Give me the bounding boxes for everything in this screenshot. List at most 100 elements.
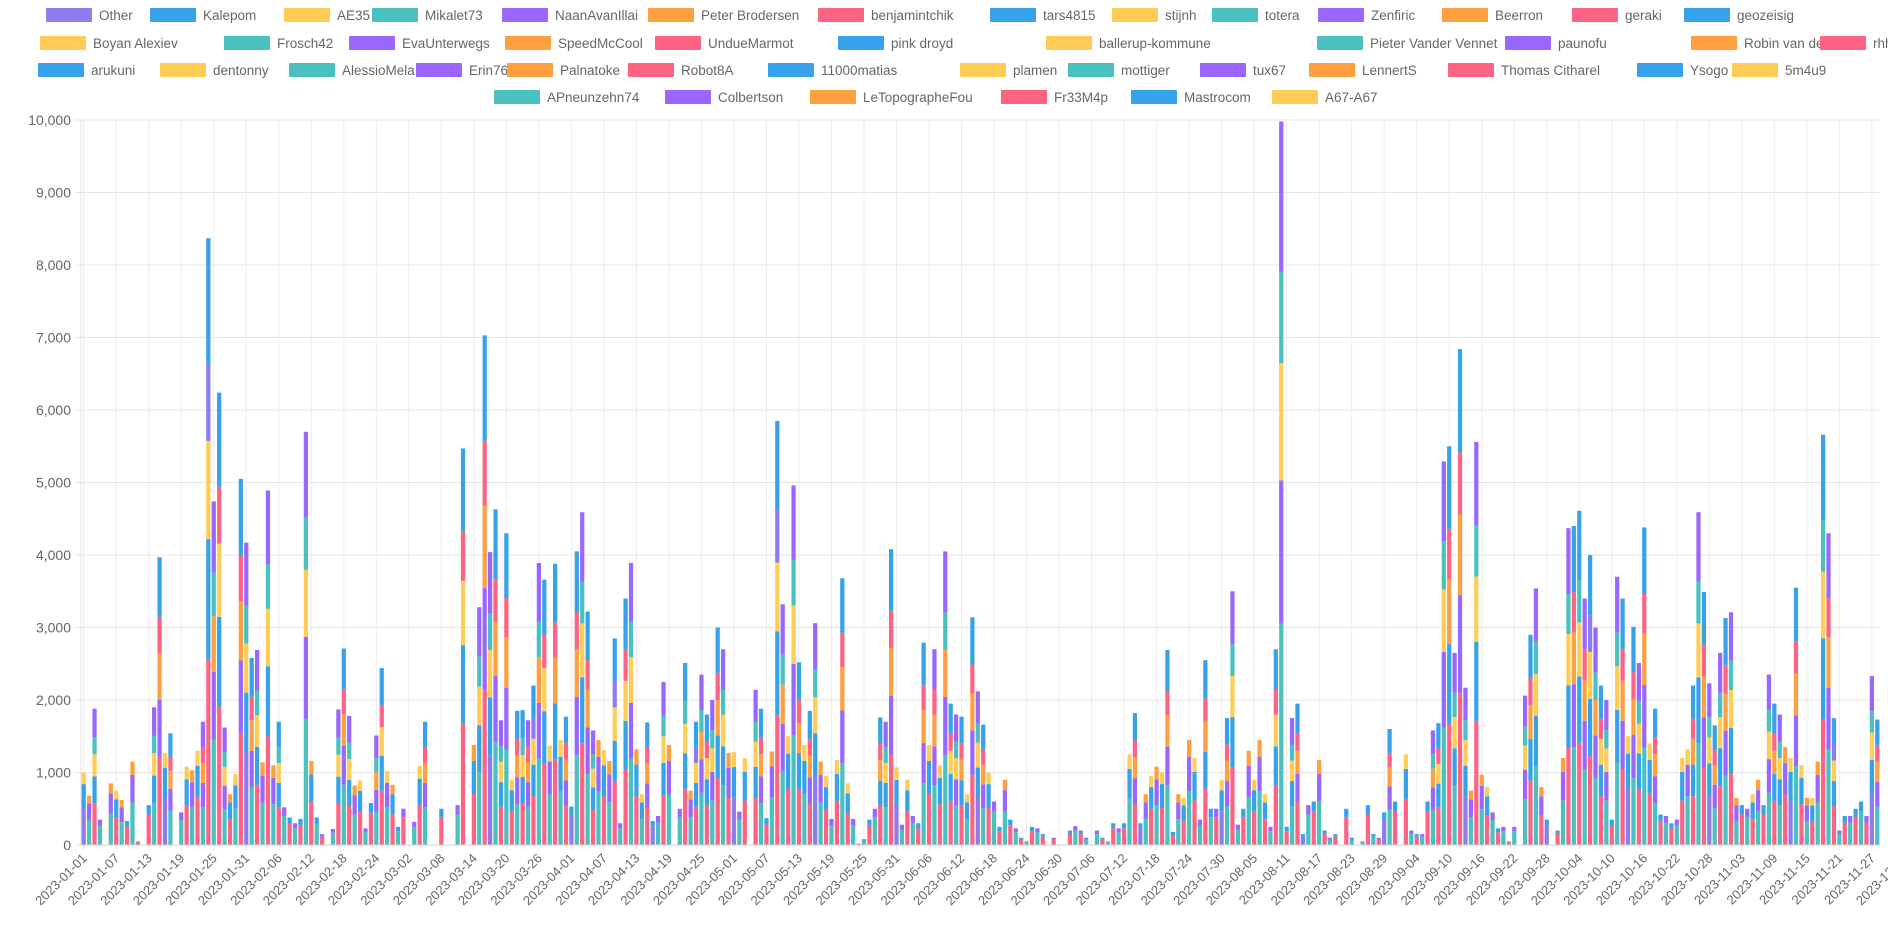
bar-segment bbox=[796, 752, 802, 790]
legend-item[interactable]: geozeisig bbox=[1684, 6, 1794, 24]
legend-item[interactable]: Palnatoke bbox=[507, 61, 620, 79]
bar-segment bbox=[1631, 778, 1636, 845]
bar-segment bbox=[1755, 790, 1761, 812]
bar-segment bbox=[157, 617, 162, 654]
legend-item[interactable]: Thomas Citharel bbox=[1448, 61, 1600, 79]
bar-segment bbox=[1317, 801, 1322, 845]
bar-segment bbox=[883, 721, 888, 748]
bar-segment bbox=[1793, 766, 1799, 845]
legend-item[interactable]: Mikalet73 bbox=[372, 6, 483, 24]
bar-segment bbox=[699, 731, 704, 760]
legend-item[interactable]: UndueMarmot bbox=[655, 34, 794, 52]
legend-item[interactable]: Fr33M4p bbox=[1001, 88, 1108, 106]
bar-segment bbox=[1582, 720, 1587, 770]
legend-item[interactable]: Ysogo bbox=[1637, 61, 1728, 79]
bar-segment bbox=[531, 764, 536, 797]
legend-item[interactable]: Pieter Vander Vennet bbox=[1317, 34, 1497, 52]
legend-item[interactable]: Kalepom bbox=[150, 6, 256, 24]
legend-label: tars4815 bbox=[1043, 7, 1096, 23]
bar-segment bbox=[1745, 817, 1750, 845]
bar-segment bbox=[1436, 748, 1441, 764]
legend-item[interactable]: tars4815 bbox=[990, 6, 1096, 24]
bar-segment bbox=[1224, 781, 1230, 807]
legend-label: Pieter Vander Vennet bbox=[1370, 35, 1498, 51]
bar-segment bbox=[330, 829, 336, 833]
legend-item[interactable]: Mastrocom bbox=[1131, 88, 1251, 106]
legend-label: dentonny bbox=[213, 62, 269, 78]
bar-segment bbox=[1755, 811, 1761, 845]
bar-segment bbox=[954, 714, 959, 742]
legend-item[interactable]: rhhs bbox=[1820, 34, 1888, 52]
bar-segment bbox=[108, 793, 113, 814]
legend-item[interactable]: Peter Brodersen bbox=[648, 6, 799, 24]
bar-segment bbox=[1040, 834, 1045, 837]
legend-item[interactable]: ballerup-kommune bbox=[1046, 34, 1211, 52]
legend-swatch bbox=[160, 63, 206, 77]
legend-item[interactable]: 11000matias bbox=[768, 61, 897, 79]
legend-item[interactable]: APneunzehn74 bbox=[494, 88, 639, 106]
legend-label: SpeedMcCool bbox=[558, 35, 643, 51]
legend-item[interactable]: paunofu bbox=[1505, 34, 1607, 52]
bar-segment bbox=[152, 735, 157, 754]
bar-segment bbox=[1457, 514, 1463, 596]
legend-item[interactable]: Boyan Alexiev bbox=[40, 34, 178, 52]
bar-segment bbox=[276, 782, 281, 808]
bar-segment bbox=[905, 790, 910, 812]
legend-item[interactable]: LeTopographeFou bbox=[810, 88, 973, 106]
bar-segment bbox=[818, 761, 823, 775]
bar-segment bbox=[1636, 700, 1641, 724]
bar-segment bbox=[238, 601, 243, 661]
bar-segment bbox=[693, 782, 699, 808]
legend-label: LeTopographeFou bbox=[863, 89, 973, 105]
bar-segment bbox=[244, 643, 249, 693]
legend-item[interactable]: dentonny bbox=[160, 61, 269, 79]
bar-segment bbox=[92, 776, 97, 804]
bar-segment bbox=[542, 763, 547, 845]
legend-item[interactable]: Robot8A bbox=[628, 61, 734, 79]
bar-segment bbox=[1403, 768, 1408, 799]
bar-segment bbox=[1593, 627, 1598, 673]
bar-segment bbox=[1197, 825, 1203, 845]
bar-segment bbox=[1203, 660, 1208, 699]
legend-item[interactable]: totera bbox=[1212, 6, 1300, 24]
legend-item[interactable]: plamen bbox=[960, 61, 1057, 79]
legend-item[interactable]: Colbertson bbox=[665, 88, 783, 106]
legend-item[interactable]: LennertS bbox=[1309, 61, 1417, 79]
legend-item[interactable]: Beerron bbox=[1442, 6, 1543, 24]
legend-item[interactable]: mottiger bbox=[1068, 61, 1170, 79]
bar-segment bbox=[1642, 747, 1647, 845]
legend-item[interactable]: AE35 bbox=[284, 6, 370, 24]
legend-item[interactable]: geraki bbox=[1572, 6, 1662, 24]
bar-segment bbox=[1620, 769, 1625, 845]
bar-segment bbox=[1252, 811, 1257, 845]
bar-segment bbox=[1008, 819, 1013, 826]
bar-segment bbox=[1804, 820, 1809, 845]
legend-item[interactable]: EvaUnterwegs bbox=[349, 34, 490, 52]
legend-item[interactable]: AlessioMela bbox=[289, 61, 415, 79]
legend-item[interactable]: pink droyd bbox=[838, 34, 953, 52]
legend-item[interactable]: A67-A67 bbox=[1272, 88, 1378, 106]
legend-item[interactable]: arukuni bbox=[38, 61, 135, 79]
legend-item[interactable]: Frosch42 bbox=[224, 34, 333, 52]
bar-segment bbox=[1447, 529, 1452, 580]
bar-segment bbox=[618, 823, 623, 829]
bar-segment bbox=[899, 829, 905, 845]
legend-item[interactable]: Erin76 bbox=[416, 61, 508, 79]
legend-item[interactable]: SpeedMcCool bbox=[505, 34, 643, 52]
bar-segment bbox=[271, 765, 276, 779]
bar-segment bbox=[1262, 794, 1268, 803]
bar-segment bbox=[959, 780, 964, 806]
legend-item[interactable]: NaanAvanIllai bbox=[502, 6, 638, 24]
bar-segment bbox=[813, 733, 818, 778]
bar-segment bbox=[791, 560, 796, 606]
legend-item[interactable]: Other bbox=[46, 6, 133, 24]
legend-item[interactable]: tux67 bbox=[1200, 61, 1286, 79]
bar-segment bbox=[683, 723, 688, 754]
bar-segment bbox=[525, 806, 531, 845]
bar-segment bbox=[1712, 750, 1717, 766]
legend-item[interactable]: benjamintchik bbox=[818, 6, 954, 24]
legend-item[interactable]: 5m4u9 bbox=[1732, 61, 1826, 79]
legend-item[interactable]: stijnh bbox=[1112, 6, 1197, 24]
legend-item[interactable]: Zenfiric bbox=[1318, 6, 1415, 24]
bar-segment bbox=[1875, 806, 1880, 845]
